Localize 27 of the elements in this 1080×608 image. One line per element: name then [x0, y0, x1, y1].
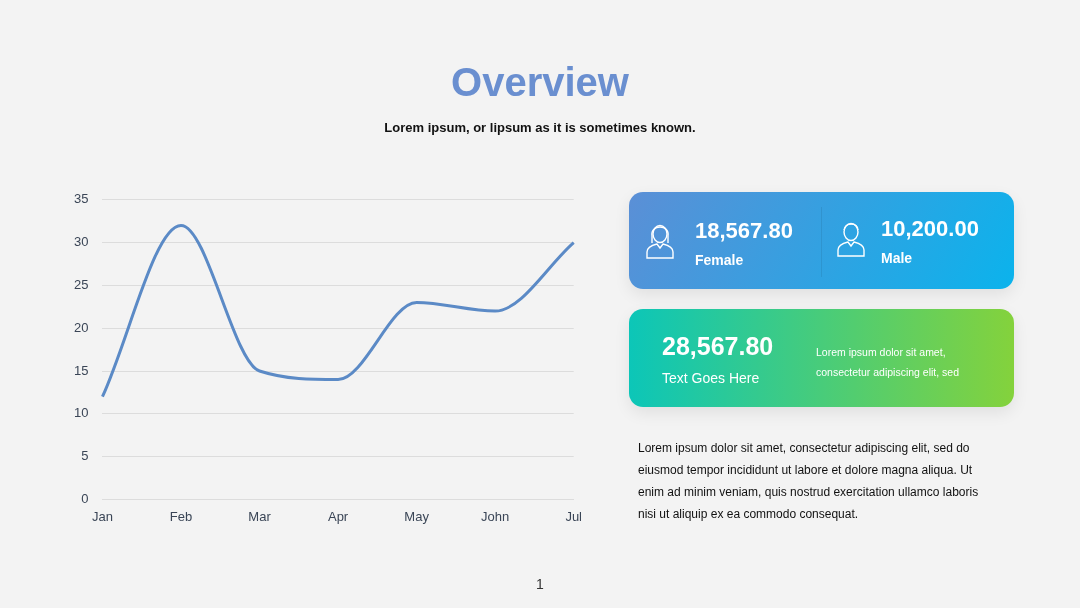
text: Lorem ipsum dolor sit amet, consectetur adipiscing elit, sed do eiusmod tempor incididunt ut labore et dolore magna aliqua. Ut enim ad minim veniam, quis nostrud exercitation ullamco laboris nisi ut aliquip ex ea commodo consequat. — [638, 440, 980, 523]
y-tick-label: 30 — [73, 234, 89, 250]
text: Text Goes Here — [662, 370, 760, 386]
x-tick-label: John — [481, 508, 510, 524]
x-tick-label: Mar — [248, 508, 272, 524]
text: 1 — [535, 576, 545, 592]
y-tick-label: 25 — [73, 276, 89, 292]
x-tick-label: Apr — [327, 508, 349, 524]
text: 10,200.00 — [881, 216, 979, 242]
line-series — [100, 223, 576, 399]
x-tick-label: Feb — [169, 508, 193, 524]
text: Lorem ipsum dolor sit amet, consectetur adipiscing elit, sed — [816, 345, 960, 380]
x-tick-label: Jan — [91, 508, 113, 524]
chart-subtitle: Lorem ipsum, or lipsum as it is sometimes known. — [383, 120, 697, 135]
y-tick-label: 35 — [73, 191, 89, 207]
x-tick-label: May — [404, 508, 430, 524]
y-tick-label: 20 — [73, 319, 89, 335]
text: Female — [695, 252, 744, 268]
text: 28,567.80 — [662, 332, 774, 361]
y-tick-label: 5 — [81, 448, 89, 464]
y-tick-label: 15 — [73, 362, 89, 378]
text: Male — [881, 250, 913, 266]
y-tick-label: 0 — [81, 490, 89, 506]
text: 18,567.80 — [695, 218, 793, 244]
chart-title: Overview — [450, 60, 630, 105]
x-tick-label: Jul — [565, 508, 583, 524]
y-tick-label: 10 — [73, 405, 89, 421]
